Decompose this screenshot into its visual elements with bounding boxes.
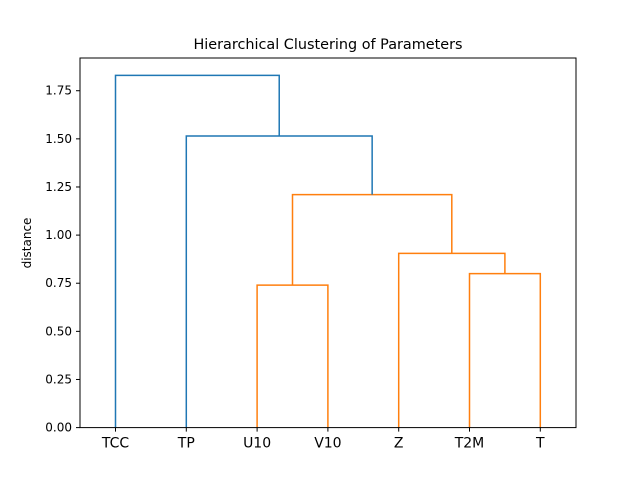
y-tick-label-0: 0.00: [45, 421, 72, 435]
chart-title: Hierarchical Clustering of Parameters: [193, 37, 462, 53]
plot-frame: [79, 57, 577, 429]
leaf-label-5: T2M: [454, 436, 485, 452]
leaf-label-4: Z: [394, 436, 404, 452]
y-tick-label-5: 1.25: [45, 180, 72, 194]
leaf-label-2: U10: [243, 436, 271, 452]
x-axis: TCC TP U10 V10 Z T2M T: [101, 427, 545, 452]
leaf-label-6: T: [535, 436, 545, 452]
dendrogram-links: [114, 74, 542, 428]
leaf-label-3: V10: [314, 436, 341, 452]
y-axis-label: distance: [20, 218, 34, 269]
y-tick-label-6: 1.50: [45, 132, 72, 146]
y-tick-label-1: 0.25: [45, 372, 72, 386]
leaf-label-0: TCC: [101, 436, 130, 452]
y-tick-label-3: 0.75: [45, 276, 72, 290]
y-tick-label-2: 0.50: [45, 324, 72, 338]
y-axis: 0.00 0.25 0.50 0.75 1.00 1.25 1.50 1.75: [45, 84, 80, 435]
y-tick-label-4: 1.00: [45, 228, 72, 242]
dendrogram-link-5: [114, 74, 280, 428]
y-tick-label-7: 1.75: [45, 84, 72, 98]
leaf-label-1: TP: [177, 436, 195, 452]
